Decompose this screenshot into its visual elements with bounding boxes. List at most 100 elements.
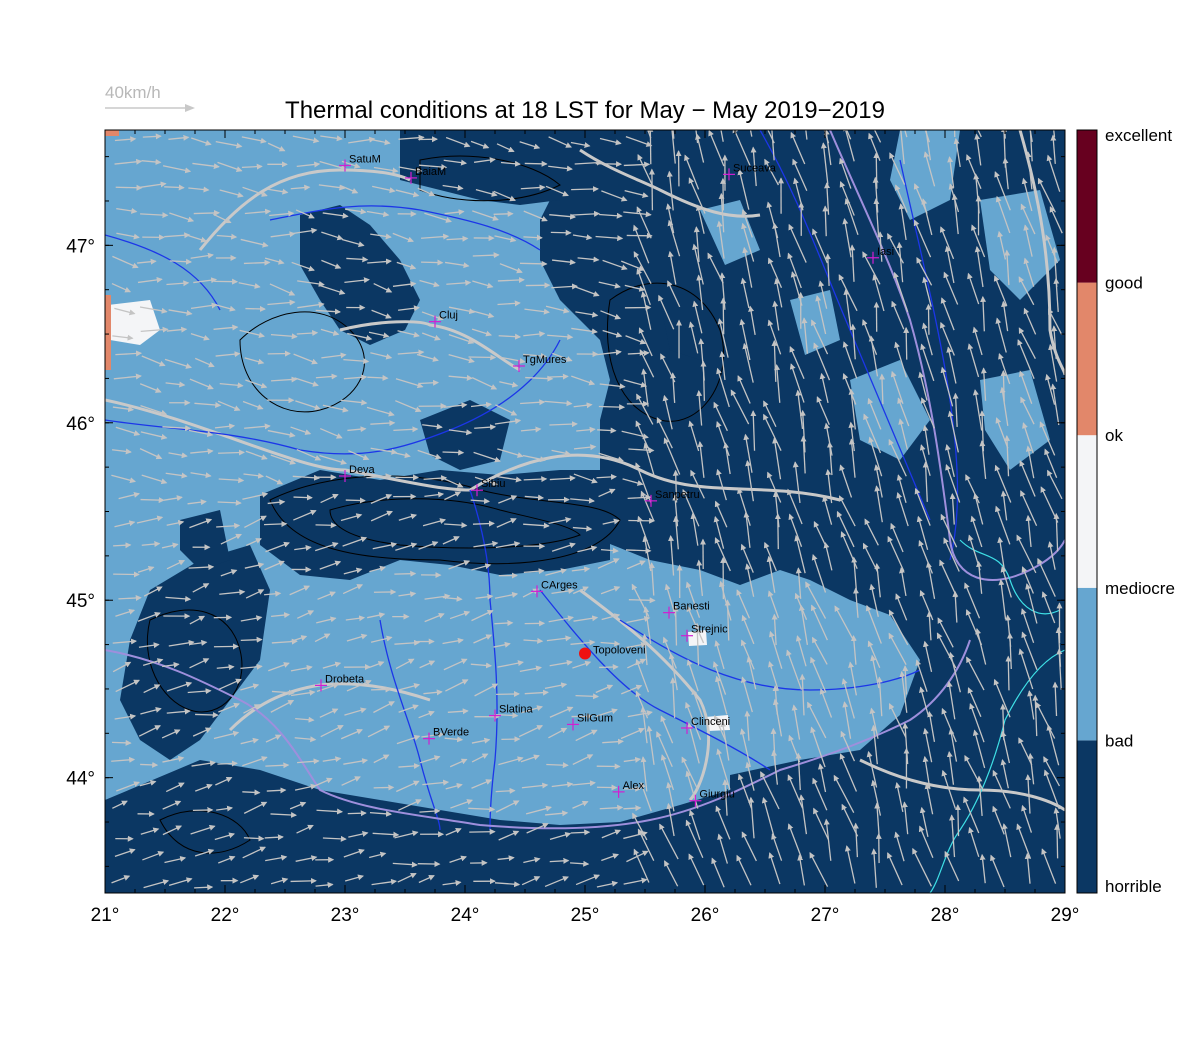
wind-arrow — [290, 184, 311, 191]
wind-arrow — [523, 522, 550, 529]
wind-arrow — [424, 612, 445, 623]
wind-arrow — [636, 393, 654, 425]
wind-arrow — [319, 560, 342, 570]
wind-arrow — [546, 635, 572, 642]
wind-arrow — [879, 373, 886, 405]
wind-arrow — [314, 633, 331, 643]
wind-arrow — [545, 568, 567, 576]
wind-arrow — [768, 630, 783, 669]
wind-arrow — [944, 444, 955, 478]
wind-arrow — [322, 212, 349, 219]
wind-arrow — [914, 487, 931, 526]
colorbar-label: good — [1105, 274, 1143, 293]
wind-arrow — [668, 535, 675, 576]
wind-arrow — [444, 209, 465, 216]
wind-arrow — [951, 193, 959, 235]
wind-arrow — [902, 665, 909, 695]
wind-arrow — [572, 586, 589, 595]
wind-arrow — [799, 409, 806, 453]
wind-arrow — [687, 722, 700, 764]
wind-arrow — [366, 473, 392, 480]
wind-arrow — [393, 426, 419, 433]
wind-arrow — [548, 516, 572, 525]
wind-arrow — [572, 754, 594, 766]
wind-arrow — [949, 493, 956, 525]
wind-arrow — [903, 326, 910, 360]
wind-arrow — [521, 782, 549, 789]
wind-arrow — [972, 326, 983, 356]
wind-arrow — [140, 761, 159, 768]
wind-arrow — [524, 689, 549, 696]
x-tick-label: 26° — [691, 905, 720, 926]
wind-arrow — [442, 477, 464, 488]
wind-arrow — [795, 635, 807, 667]
wind-arrow — [340, 513, 363, 522]
wind-arrow — [896, 474, 907, 504]
wind-arrow — [346, 679, 372, 692]
wind-arrow — [265, 541, 290, 553]
wind-arrow — [876, 676, 883, 717]
wind-arrow — [889, 152, 906, 185]
wind-arrow — [115, 679, 140, 693]
wind-arrow — [980, 367, 987, 401]
wind-arrow — [340, 399, 368, 406]
wind-arrow — [471, 610, 494, 622]
wind-arrow — [625, 335, 647, 345]
wind-arrow — [195, 783, 213, 792]
wind-arrow — [322, 835, 347, 842]
wind-arrow — [896, 241, 904, 283]
wind-arrow — [114, 848, 136, 858]
wind-arrow — [766, 555, 776, 593]
wind-arrow — [524, 160, 548, 167]
wind-arrow — [947, 410, 959, 453]
wind-arrow — [520, 184, 546, 191]
wind-arrow — [551, 781, 574, 788]
wind-arrow — [948, 728, 958, 762]
wind-arrow — [898, 418, 909, 450]
wind-arrow — [448, 306, 476, 315]
wind-arrow — [1021, 631, 1038, 671]
wind-arrow — [548, 165, 573, 172]
wind-arrow — [823, 818, 832, 861]
wind-arrow — [888, 438, 907, 477]
wind-arrow — [112, 406, 135, 413]
wind-arrow — [811, 319, 829, 355]
wind-arrow — [736, 589, 751, 619]
wind-arrow — [392, 861, 418, 868]
wind-arrow — [547, 333, 574, 340]
wind-arrow — [668, 652, 678, 691]
wind-arrow — [573, 473, 598, 484]
wind-arrow — [719, 272, 726, 310]
wind-arrow — [190, 448, 214, 455]
wind-arrow — [443, 402, 468, 409]
wind-arrow — [873, 198, 880, 236]
wind-arrow — [471, 328, 493, 337]
wind-arrow — [841, 678, 855, 719]
x-tick-label: 29° — [1051, 905, 1080, 926]
wind-arrow — [788, 223, 807, 263]
wind-arrow — [669, 677, 676, 718]
wind-arrow — [598, 452, 624, 463]
wind-arrow — [316, 808, 344, 815]
wind-arrow — [922, 276, 932, 307]
wind-arrow — [372, 831, 400, 838]
wind-arrow — [270, 231, 296, 238]
wind-arrow — [140, 706, 162, 715]
wind-arrow — [189, 615, 206, 625]
colorbar-segment — [1077, 282, 1097, 436]
wind-arrow — [954, 804, 961, 837]
wind-arrow — [771, 749, 779, 785]
wind-arrow — [602, 259, 628, 271]
river-arges — [539, 589, 771, 771]
wind-arrow — [115, 426, 141, 436]
wind-arrow — [937, 617, 954, 648]
wind-arrow — [168, 309, 193, 316]
wind-arrow — [920, 343, 935, 382]
wind-arrow — [970, 515, 983, 548]
wind-arrow — [193, 209, 221, 216]
wind-arrow — [398, 513, 418, 521]
wind-arrow — [816, 396, 830, 426]
wind-arrow — [520, 426, 542, 433]
wind-arrow — [418, 710, 435, 719]
wind-arrow — [422, 779, 450, 786]
